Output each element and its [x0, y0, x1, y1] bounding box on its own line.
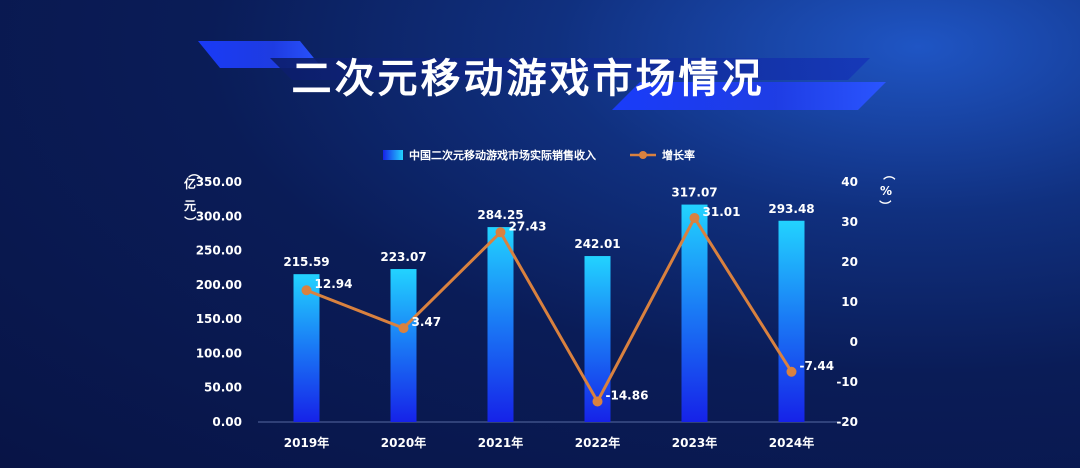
bar: [390, 269, 417, 422]
left-axis-tick-label: 300.00: [196, 209, 242, 223]
bar: [584, 256, 611, 422]
left-axis-unit-close: ）: [183, 216, 198, 228]
legend-swatch-bar: [383, 150, 403, 160]
legend-label-revenue: 中国二次元移动游戏市场实际销售收入: [409, 148, 596, 162]
growth-value-label: 27.43: [509, 219, 547, 233]
right-axis-tick-label: 40: [841, 175, 858, 189]
right-axis-tick-label: 0: [850, 335, 858, 349]
right-axis-ticks: -20 -10 0 10 20 30 40: [836, 175, 858, 429]
bar-value-label: 215.59: [283, 255, 329, 269]
growth-line-series: 12.94 3.47 27.43 -14.86 31.01 -7.44: [301, 205, 835, 407]
bar: [293, 274, 320, 422]
growth-value-label: 12.94: [315, 277, 353, 291]
right-axis-unit-percent: %: [880, 184, 892, 198]
growth-point: [786, 366, 797, 377]
growth-value-label: 31.01: [703, 205, 741, 219]
right-axis-tick-label: -10: [836, 375, 858, 389]
left-axis-tick-label: 50.00: [204, 381, 242, 395]
left-axis-ticks: 0.00 50.00 100.00 150.00 200.00 250.00 300.00 3…: [196, 175, 242, 429]
growth-value-label: -7.44: [800, 359, 835, 373]
bar: [681, 204, 708, 422]
left-axis-unit-yuan: 元: [184, 199, 196, 213]
bar-value-label: 284.25: [477, 208, 523, 222]
x-axis-ticks: 2019年 2020年 2021年 2022年 2023年 2024年: [284, 435, 814, 450]
growth-point: [398, 323, 409, 334]
bar: [487, 227, 514, 422]
bar-value-label: 293.48: [768, 202, 814, 216]
bar: [778, 220, 805, 422]
x-axis-tick-label: 2021年: [478, 435, 523, 450]
growth-line: [305, 216, 793, 403]
x-axis-tick-label: 2022年: [575, 435, 620, 450]
right-axis-unit-close: ）: [878, 200, 893, 212]
legend-label-growth: 增长率: [662, 148, 695, 162]
left-axis-unit-yi: 亿: [184, 176, 196, 191]
growth-point: [689, 212, 700, 223]
left-axis-tick-label: 200.00: [196, 278, 242, 292]
growth-value-label: 3.47: [412, 315, 442, 329]
x-axis-tick-label: 2020年: [381, 435, 426, 450]
right-axis-tick-label: 30: [841, 215, 858, 229]
right-axis-tick-label: 10: [841, 295, 858, 309]
x-axis-tick-label: 2019年: [284, 435, 329, 450]
bar-series: 215.59 223.07 284.25 242.01 317.07 293.48: [283, 186, 815, 422]
left-axis-tick-label: 150.00: [196, 312, 242, 326]
growth-point: [592, 396, 603, 407]
bar-value-label: 242.01: [574, 237, 620, 251]
x-axis-tick-label: 2023年: [672, 435, 717, 450]
growth-value-label: -14.86: [606, 388, 649, 402]
left-axis-tick-label: 0.00: [212, 415, 242, 429]
left-axis-tick-label: 350.00: [196, 175, 242, 189]
bar-value-label: 317.07: [671, 186, 717, 200]
left-axis-tick-label: 100.00: [196, 346, 242, 360]
chart-title: 二次元移动游戏市场情况: [292, 56, 765, 102]
growth-point: [301, 285, 312, 296]
bar-value-label: 223.07: [380, 250, 426, 264]
right-axis-tick-label: 20: [841, 255, 858, 269]
x-axis-tick-label: 2024年: [769, 435, 814, 450]
growth-point: [495, 227, 506, 238]
legend: 中国二次元移动游戏市场实际销售收入 增长率: [383, 148, 695, 162]
right-axis-tick-label: -20: [836, 415, 858, 429]
left-axis-tick-label: 250.00: [196, 244, 242, 258]
right-axis-unit-open: （: [882, 168, 897, 180]
left-axis-unit-open: （: [187, 166, 202, 178]
legend-swatch-marker: [639, 151, 647, 159]
title-banner: 二次元移动游戏市场情况: [198, 41, 886, 110]
